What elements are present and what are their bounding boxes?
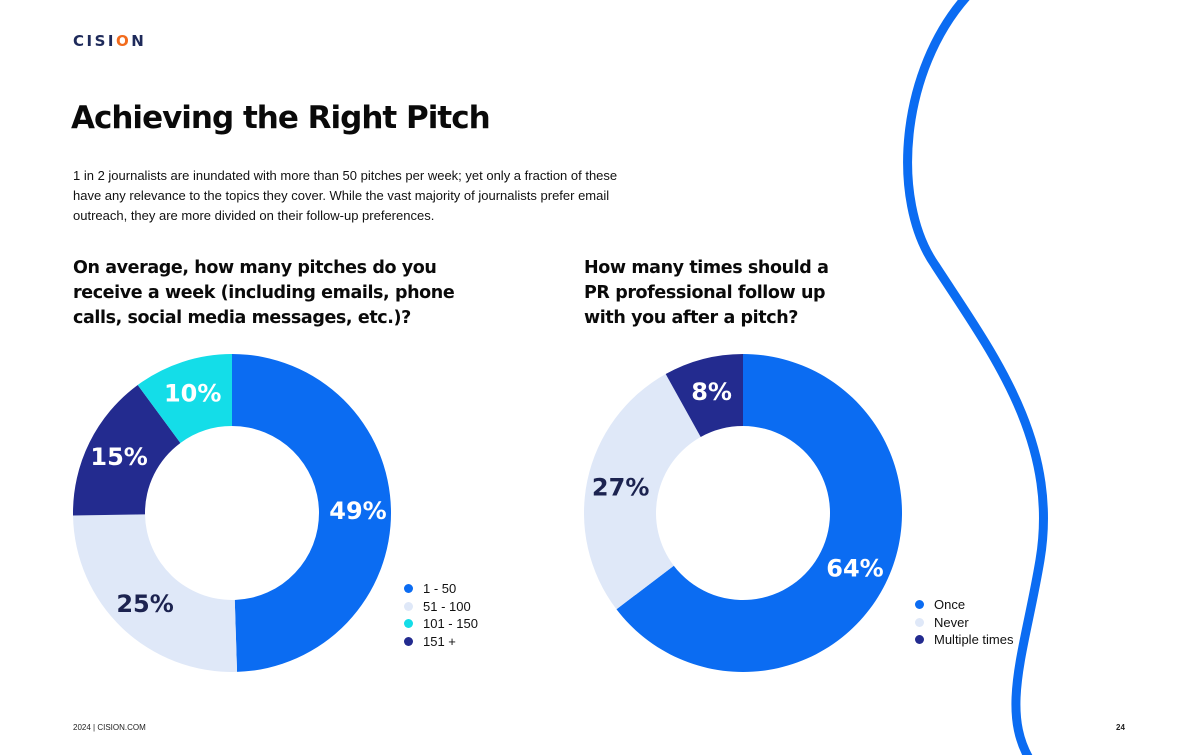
- slice-101-150: [137, 354, 232, 443]
- chart1-title: On average, how many pitches do you rece…: [73, 258, 455, 328]
- data-label-51-100: 25%: [116, 590, 173, 618]
- legend-label: Multiple times: [934, 632, 1014, 647]
- legend-label: Once: [934, 597, 966, 612]
- legend-item-101-150: 101 - 150: [404, 615, 478, 633]
- legend-dot-icon: [915, 635, 924, 645]
- footer-text: 2024 | CISION.COM: [73, 723, 146, 732]
- legend-dot-icon: [404, 636, 413, 646]
- legend-dot-icon: [915, 600, 924, 610]
- legend-dot-icon: [404, 584, 413, 594]
- slice-once: [616, 353, 902, 672]
- data-label-once: 64%: [826, 555, 883, 583]
- chart1-donut: 49% 25% 15% 10%: [73, 354, 391, 672]
- legend-label: 51 - 100: [423, 598, 471, 614]
- legend-item-51-100: 51 - 100: [404, 598, 478, 616]
- slice-51-100: [73, 514, 238, 672]
- slice-multiple-times: [665, 354, 743, 437]
- legend-dot-icon: [404, 601, 413, 611]
- legend-label: Never: [934, 614, 969, 630]
- logo-text-2: N: [131, 32, 147, 50]
- chart2-legend: Once Never Multiple times: [915, 596, 1013, 649]
- legend-item-multiple-times: Multiple times: [915, 631, 1013, 649]
- legend-item-1-50: 1 - 50: [404, 580, 478, 598]
- chart1-legend: 1 - 50 51 - 100 101 - 150 151 +: [404, 580, 478, 650]
- page-title: Achieving the Right Pitch: [71, 100, 491, 136]
- legend-item-once: Once: [915, 596, 1013, 614]
- data-label-never: 27%: [592, 473, 649, 501]
- chart2-donut: 64% 27% 8%: [584, 353, 902, 672]
- logo-text-o: O: [115, 32, 132, 50]
- legend-dot-icon: [404, 619, 413, 629]
- legend-item-151: 151 +: [404, 633, 478, 651]
- slice-never: [584, 374, 701, 610]
- data-label-1-50: 49%: [329, 497, 386, 525]
- data-label-multiple-times: 8%: [691, 378, 732, 406]
- data-label-151: 15%: [90, 443, 147, 471]
- legend-dot-icon: [915, 617, 924, 627]
- cision-logo: CISION: [73, 32, 146, 50]
- legend-label: 1 - 50: [423, 581, 457, 596]
- chart2-title: How many times should a PR professional …: [584, 258, 829, 328]
- legend-item-never: Never: [915, 614, 1013, 632]
- slice-151: [73, 384, 181, 516]
- logo-text-1: CISI: [73, 32, 116, 50]
- decorative-curve: [903, 0, 1048, 755]
- slice-1-50: [232, 354, 391, 672]
- page-number: 24: [1116, 723, 1125, 732]
- legend-label: 151 +: [423, 633, 456, 649]
- intro-paragraph: 1 in 2 journalists are inundated with mo…: [73, 168, 618, 223]
- legend-label: 101 - 150: [423, 616, 478, 631]
- data-label-101-150: 10%: [164, 379, 221, 407]
